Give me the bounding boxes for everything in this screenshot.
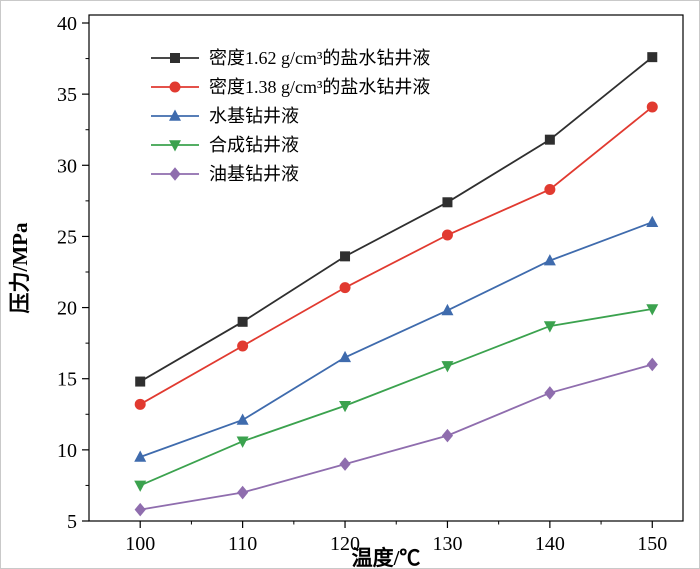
marker-circle [441,229,453,241]
marker-triangle-up [339,350,352,363]
marker-circle [169,81,181,93]
marker-triangle-down [169,140,181,152]
marker-triangle-down [236,436,249,448]
marker-triangle-down [646,304,659,316]
plot-frame [88,14,684,522]
legend-item-label: 密度1.62 g/cm³的盐水钻井液 [209,48,430,68]
series-line [139,106,653,406]
x-tick-label: 120 [330,533,360,555]
legend-item-label: 水基钻井液 [209,106,299,126]
y-tick-label: 20 [57,298,77,320]
marker-diamond [646,357,658,372]
x-axis-title: 温度/℃ [352,546,421,569]
marker-circle [134,398,146,410]
marker-triangle-up [441,303,454,316]
marker-square [170,53,180,63]
legend-item-label: 油基钻井液 [209,164,299,184]
marker-triangle-down [134,480,147,492]
marker-triangle-down [543,321,556,333]
marker-circle [646,101,658,113]
x-tick-label: 110 [228,533,257,555]
x-tick-label: 100 [125,533,155,555]
marker-square [237,316,248,327]
x-tick-label: 140 [535,533,565,555]
marker-triangle-down [339,400,352,413]
y-tick-label: 40 [57,13,77,35]
marker-circle [544,183,556,195]
legend-item-label: 密度1.38 g/cm³的盐水钻井液 [209,77,430,97]
marker-square [647,52,658,63]
marker-triangle-down [441,361,454,373]
y-axis-title: 压力/MPa [8,222,32,313]
series-line [139,308,653,487]
marker-diamond [339,457,351,471]
x-tick-label: 150 [637,533,667,555]
y-tick-label: 10 [57,440,77,462]
marker-diamond [441,428,454,443]
series-line [139,221,653,458]
plot-layer: 100 110 120 130 140 150 5 10 15 20 25 30 35 40 密度1.62 … [57,13,684,555]
marker-square [442,197,453,208]
marker-diamond [237,485,249,500]
marker-diamond [169,167,181,181]
series-line [139,56,653,383]
marker-square [544,134,555,145]
marker-triangle-up [543,254,556,266]
marker-triangle-up [646,215,659,227]
y-tick-label: 30 [57,155,77,177]
marker-diamond [134,502,146,517]
marker-circle [237,340,249,352]
legend-item-label: 合成钻井液 [209,135,299,155]
marker-triangle-up [169,109,181,121]
marker-circle [339,282,351,294]
x-tick-label: 130 [432,533,462,555]
y-tick-label: 25 [57,226,77,248]
marker-triangle-up [236,413,249,425]
marker-diamond [544,386,556,400]
marker-triangle-up [134,450,147,462]
y-tick-label: 15 [57,369,77,391]
y-tick-label: 5 [67,511,77,533]
marker-square [135,376,146,387]
y-tick-label: 35 [57,84,77,106]
series-line [140,363,653,511]
marker-square [340,251,351,262]
